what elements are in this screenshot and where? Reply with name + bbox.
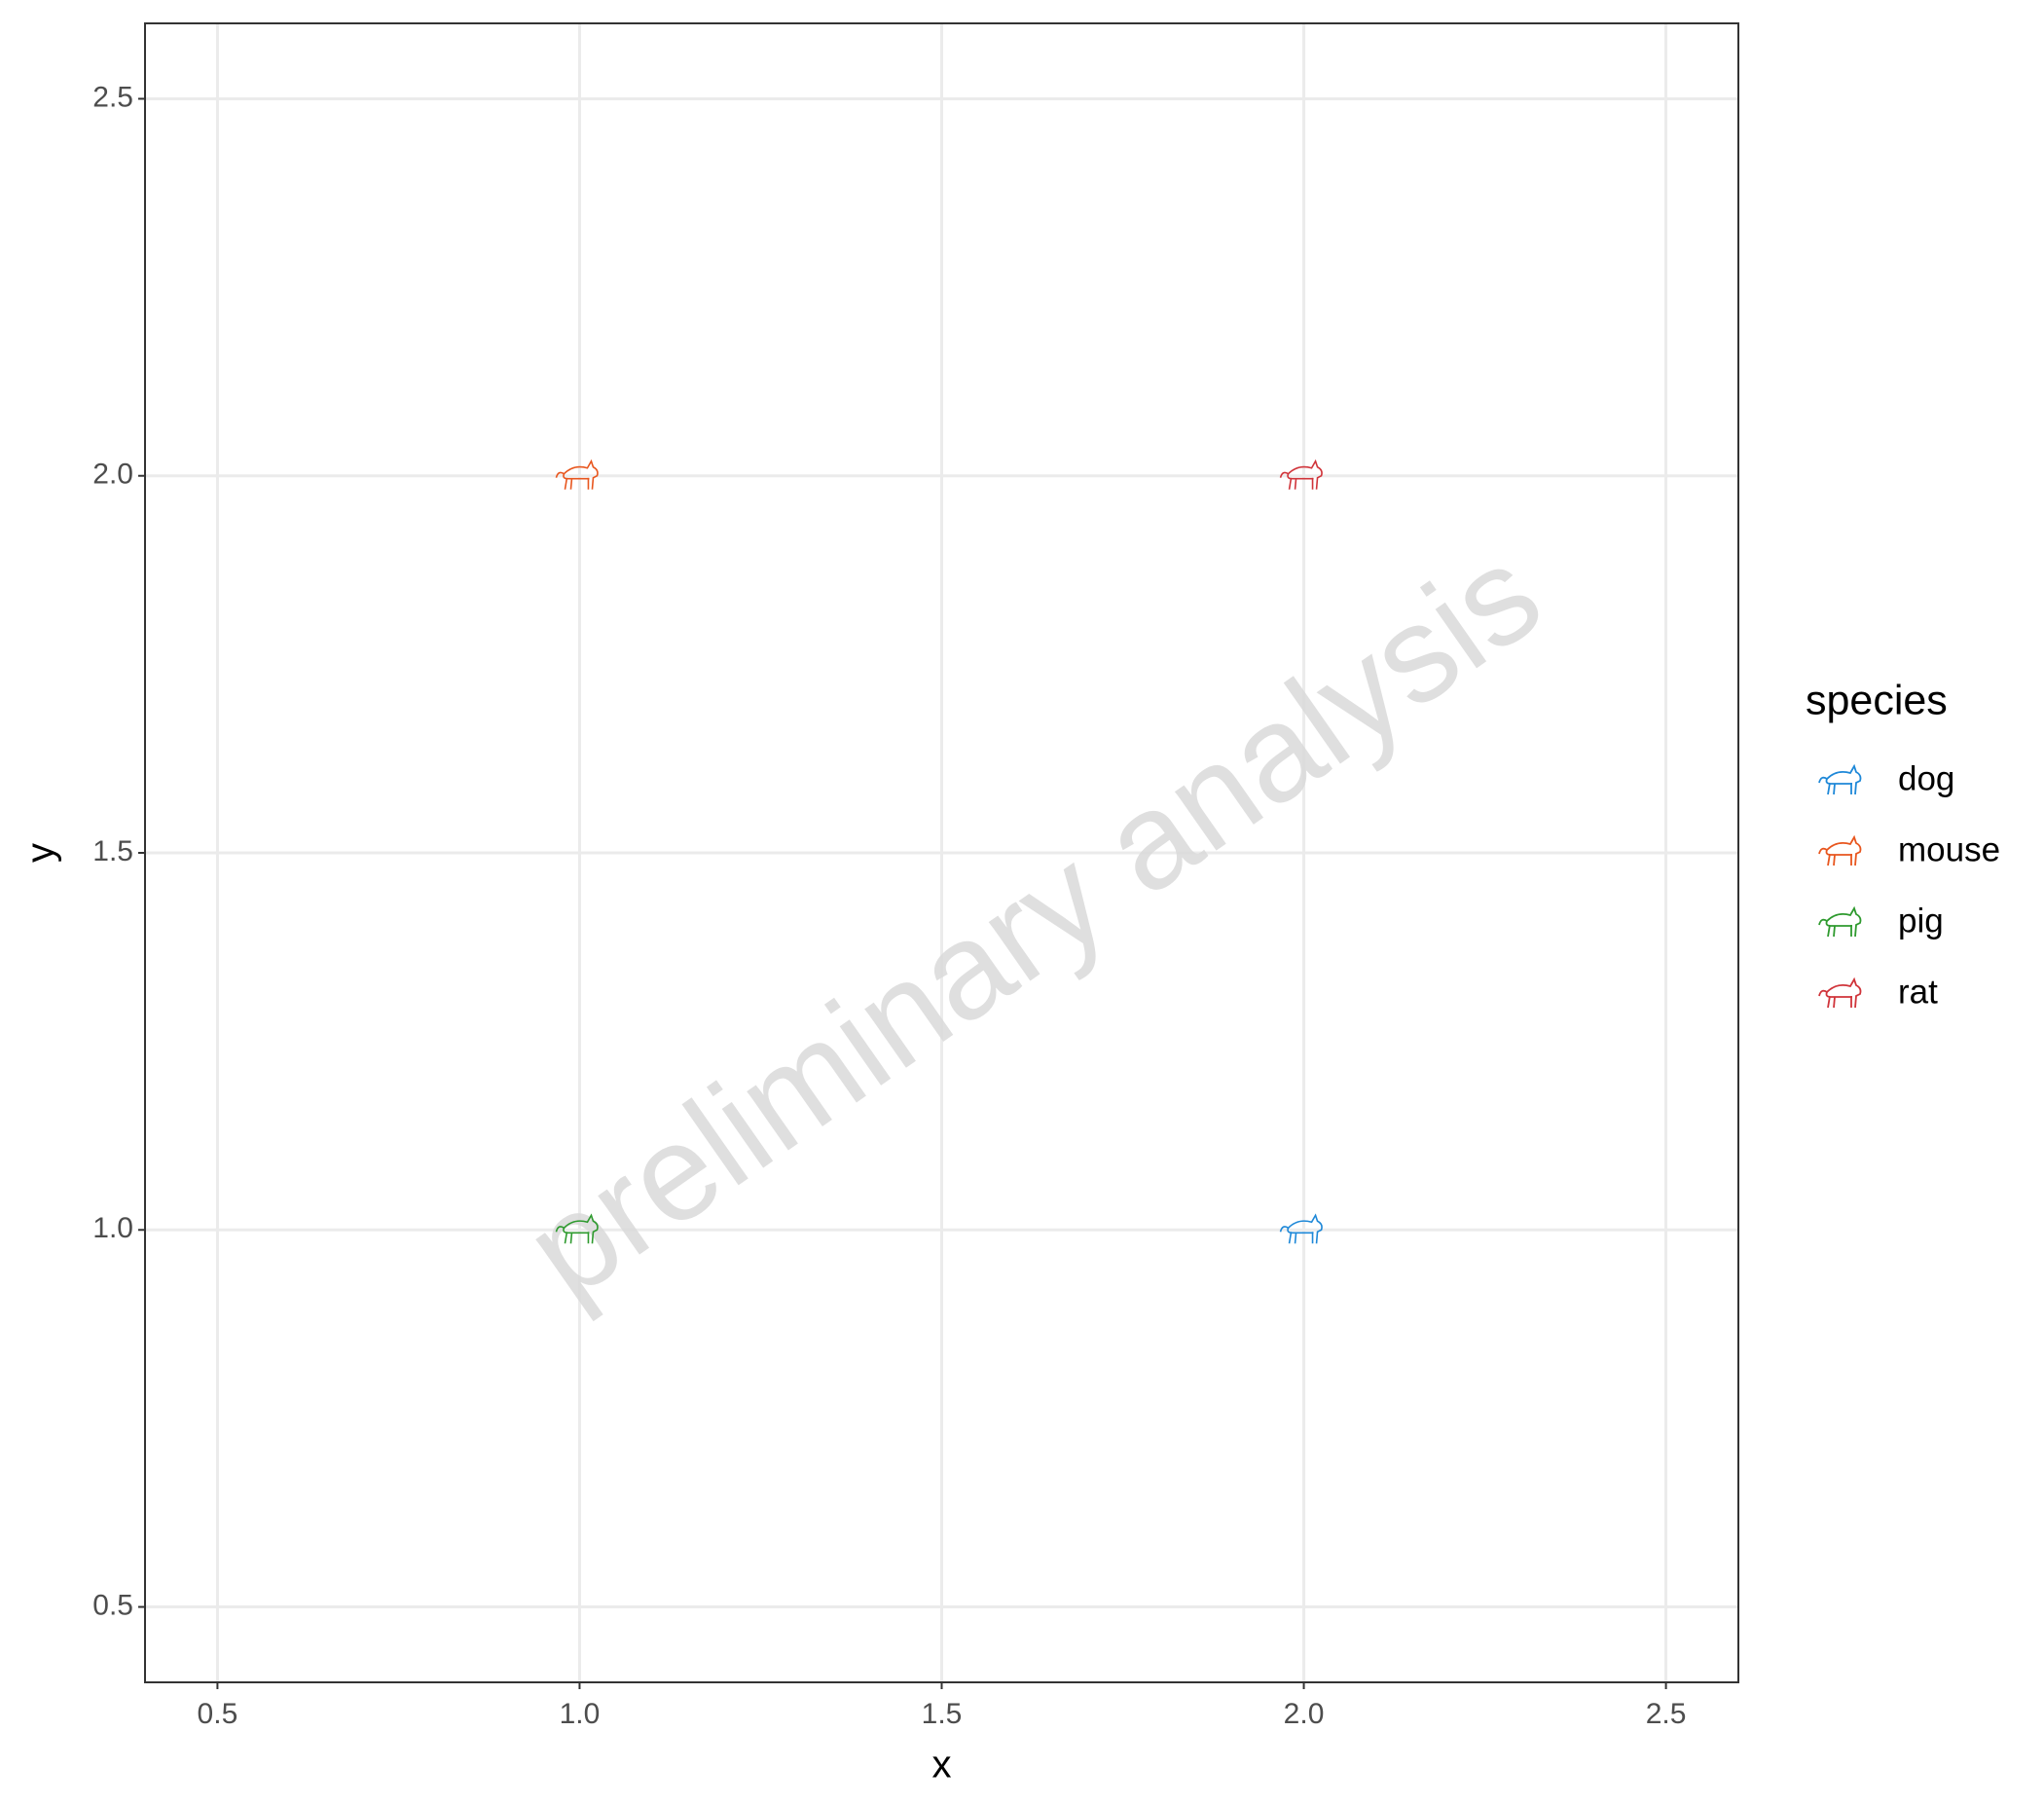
y-tick-label: 0.5 [92,1589,133,1621]
legend-label: mouse [1898,830,2000,868]
legend-glyph [1818,834,1862,866]
legend-key [1818,905,1862,938]
x-tick-label: 1.5 [922,1698,963,1730]
y-tick-label: 2.5 [92,81,133,113]
x-tick-label: 2.5 [1646,1698,1687,1730]
y-tick-label: 2.0 [92,459,133,491]
legend-label: dog [1898,759,1954,797]
legend-label: rat [1898,973,1938,1011]
point-glyph [1279,459,1323,490]
panel-border [144,22,1739,1683]
legend-key [1818,976,1862,1009]
x-axis-title: x [932,1744,952,1787]
point-glyph [555,1213,599,1244]
y-tick-label: 1.5 [92,835,133,867]
legend-title: species [1806,677,1948,723]
legend-glyph [1818,905,1862,938]
legend-key [1818,834,1862,866]
point [1279,1213,1323,1244]
x-tick-label: 2.0 [1284,1698,1325,1730]
point-glyph [1279,1213,1323,1244]
x-tick-label: 1.0 [560,1698,601,1730]
point [555,1213,599,1244]
y-axis-title: y [19,843,62,863]
x-tick-label: 0.5 [198,1698,238,1730]
point-glyph [555,459,599,490]
legend-label: pig [1898,902,1944,939]
legend-glyph [1818,763,1862,795]
point [555,459,599,490]
legend-key [1818,763,1862,795]
legend-glyph [1818,976,1862,1009]
y-tick-label: 1.0 [92,1212,133,1244]
point [1279,459,1323,490]
